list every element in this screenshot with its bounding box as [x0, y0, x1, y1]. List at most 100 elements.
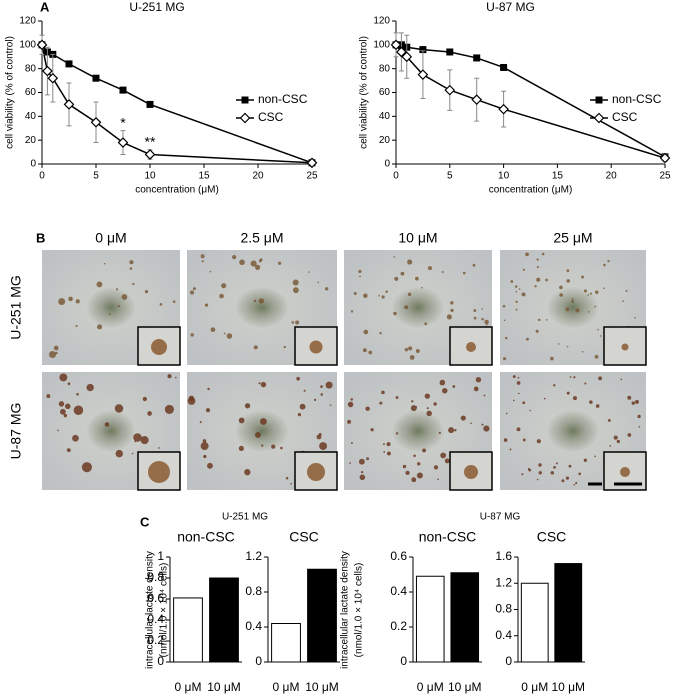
y-tick-label: 0.8 — [147, 570, 164, 584]
marker — [146, 100, 154, 108]
colony — [583, 458, 588, 462]
y-tick-label: 1.2 — [245, 549, 262, 563]
colony — [637, 414, 641, 419]
colony — [115, 449, 124, 458]
colony — [405, 470, 410, 476]
colony — [515, 300, 518, 304]
colony — [253, 345, 258, 350]
colony — [483, 394, 486, 397]
colony — [347, 419, 352, 424]
x-tick-label: 5 — [447, 171, 453, 182]
marker — [144, 149, 156, 160]
y-tick-label: 0.2 — [390, 619, 407, 633]
colony — [573, 483, 576, 486]
marker — [36, 39, 48, 51]
colony — [386, 442, 391, 447]
colony — [631, 401, 635, 405]
x-tick-label: 10 — [144, 171, 156, 182]
colony — [603, 287, 605, 290]
colony — [603, 263, 606, 267]
colony — [393, 256, 396, 258]
x-tick-label: 25 — [659, 171, 671, 182]
colony — [529, 409, 532, 412]
x-tick-label: 0 μM — [273, 680, 300, 694]
marker — [659, 152, 671, 164]
colony — [566, 345, 569, 348]
colony — [634, 399, 639, 404]
colony — [536, 439, 541, 444]
colony — [407, 259, 413, 265]
x-tick-label: 10 μM — [207, 680, 241, 694]
colony — [559, 285, 563, 290]
marker — [63, 99, 75, 110]
colony — [400, 271, 405, 276]
colony — [361, 470, 364, 474]
colony — [484, 319, 489, 325]
colony — [613, 435, 618, 440]
colony — [427, 266, 432, 271]
colony — [296, 376, 300, 381]
colony — [534, 285, 537, 288]
x-tick-label: 0 μM — [417, 680, 444, 694]
colony — [63, 413, 68, 418]
colony — [439, 379, 446, 386]
colony — [559, 293, 563, 297]
panel-label: C — [140, 514, 150, 529]
colony — [144, 289, 149, 294]
colony — [594, 354, 599, 359]
colony — [521, 473, 524, 476]
colony — [426, 407, 429, 410]
colony — [114, 404, 124, 413]
colony — [470, 422, 472, 425]
bar — [415, 575, 445, 663]
colony — [545, 278, 549, 282]
colony — [583, 289, 588, 293]
colony — [535, 329, 539, 333]
colony — [381, 390, 385, 395]
colony — [587, 294, 590, 296]
colony — [575, 481, 578, 484]
marker — [593, 112, 605, 124]
colony — [75, 299, 80, 304]
colony — [625, 289, 628, 292]
y-tick-label: 1 — [157, 549, 164, 563]
x-tick-label: 10 μM — [551, 680, 585, 694]
colony — [358, 269, 362, 274]
marker — [417, 69, 429, 80]
y-tick-label: 0 — [400, 654, 407, 668]
y-tick-label: 20 — [379, 135, 391, 146]
annotation: ** — [145, 133, 156, 149]
colony — [512, 375, 516, 379]
colony — [103, 262, 106, 265]
chart-title: CSC — [537, 529, 567, 545]
colony — [502, 304, 506, 308]
colony — [553, 465, 556, 469]
colony — [587, 311, 590, 313]
colony — [569, 376, 572, 378]
inset-colony — [464, 465, 478, 479]
chart-title: U-251 MG — [129, 0, 184, 14]
colony — [516, 381, 521, 385]
colony — [550, 356, 554, 361]
colony — [64, 403, 71, 410]
colony — [395, 396, 399, 399]
colony — [411, 477, 417, 483]
colony — [409, 355, 415, 360]
colony — [638, 426, 641, 428]
y-tick-label: 0 — [384, 159, 390, 170]
colony — [526, 337, 529, 341]
colony — [368, 350, 373, 355]
colony — [415, 349, 420, 353]
colony — [244, 403, 251, 409]
colony — [522, 401, 526, 405]
marker — [119, 86, 127, 94]
colony — [383, 451, 386, 453]
colony — [578, 472, 581, 476]
annotation: * — [120, 114, 126, 130]
colony — [575, 308, 580, 313]
colony — [550, 471, 555, 475]
colony — [394, 276, 399, 281]
colony — [483, 425, 490, 432]
marker — [473, 54, 481, 62]
